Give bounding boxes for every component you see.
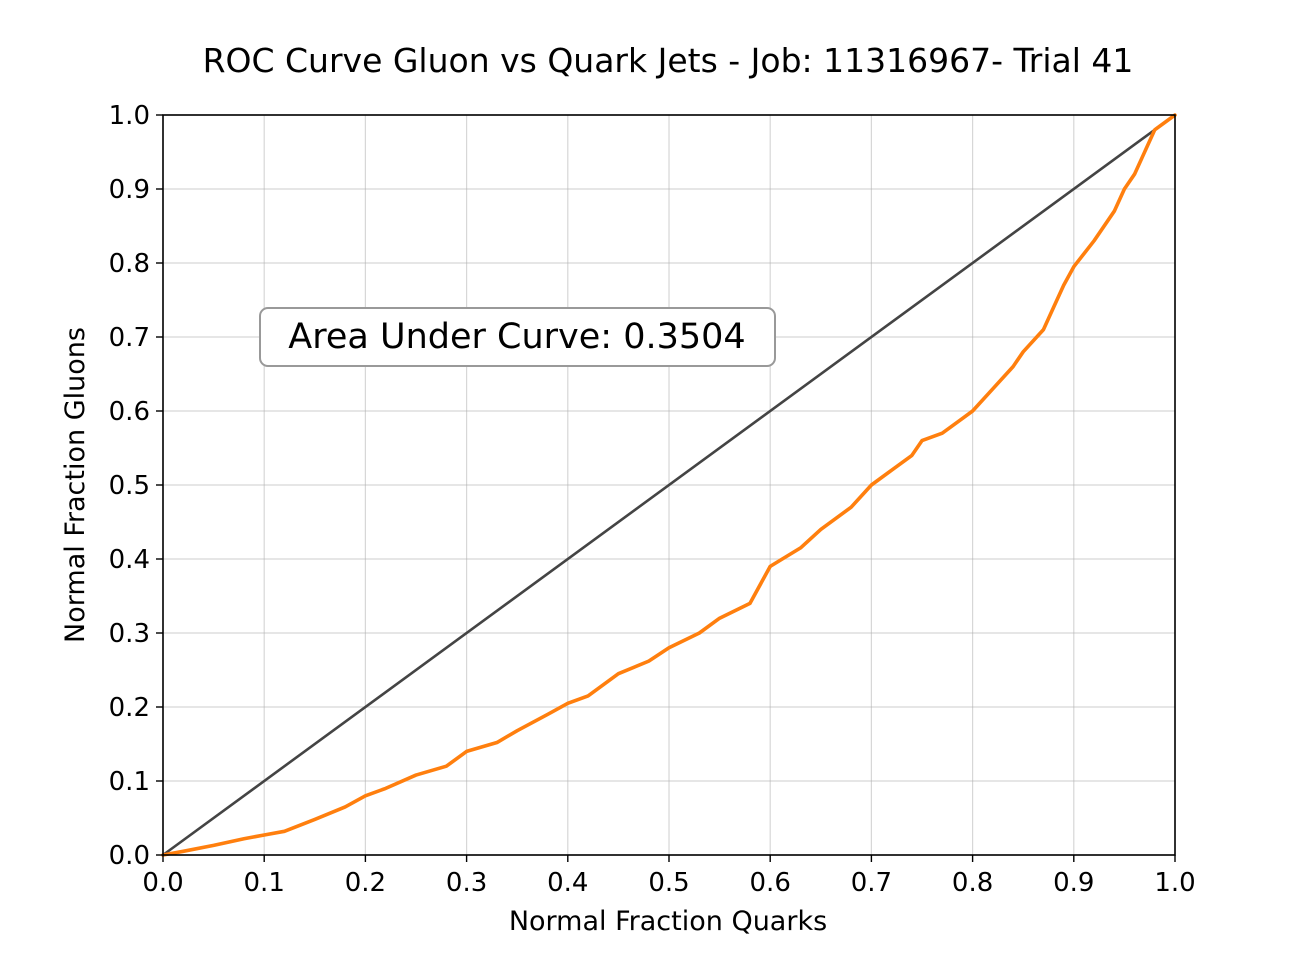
- x-tick-label: 0.0: [142, 868, 183, 898]
- auc-annotation-text: Area Under Curve: 0.3504: [288, 317, 745, 357]
- y-tick-label: 1.0: [109, 101, 150, 131]
- x-tick-label: 0.7: [851, 868, 892, 898]
- y-tick-label: 0.2: [109, 693, 150, 723]
- y-tick-label: 0.6: [109, 397, 150, 427]
- y-axis-title: Normal Fraction Gluons: [60, 327, 91, 643]
- diagonal-reference-line: [161, 113, 1177, 857]
- chart-title: ROC Curve Gluon vs Quark Jets - Job: 113…: [203, 41, 1134, 80]
- x-tick-label: 0.1: [244, 868, 285, 898]
- x-tick-label: 1.0: [1154, 868, 1195, 898]
- x-tick-label: 0.2: [345, 868, 386, 898]
- axis-ticks: 0.0 0.1 0.2 0.3 0.4 0.5 0.6 0.7 0.8 0.9 1.0 0.0 0.1 0…: [109, 101, 1196, 898]
- y-tick-label: 0.4: [109, 545, 150, 575]
- y-tick-label: 0.7: [109, 323, 150, 353]
- y-tick-label: 0.1: [109, 767, 150, 797]
- auc-annotation: Area Under Curve: 0.3504: [259, 307, 776, 367]
- x-tick-label: 0.5: [648, 868, 689, 898]
- y-tick-label: 0.3: [109, 619, 150, 649]
- x-tick-label: 0.3: [446, 868, 487, 898]
- y-tick-label: 0.5: [109, 471, 150, 501]
- x-tick-label: 0.4: [547, 868, 588, 898]
- x-tick-label: 0.8: [952, 868, 993, 898]
- roc-curve-line: [161, 113, 1177, 857]
- x-tick-label: 0.9: [1053, 868, 1094, 898]
- x-axis-title: Normal Fraction Quarks: [509, 906, 827, 937]
- y-tick-label: 0.0: [109, 841, 150, 871]
- x-tick-label: 0.6: [750, 868, 791, 898]
- auc-annotation-box: [259, 307, 776, 367]
- series-layer: [161, 113, 1177, 857]
- y-tick-label: 0.9: [109, 175, 150, 205]
- y-tick-label: 0.8: [109, 249, 150, 279]
